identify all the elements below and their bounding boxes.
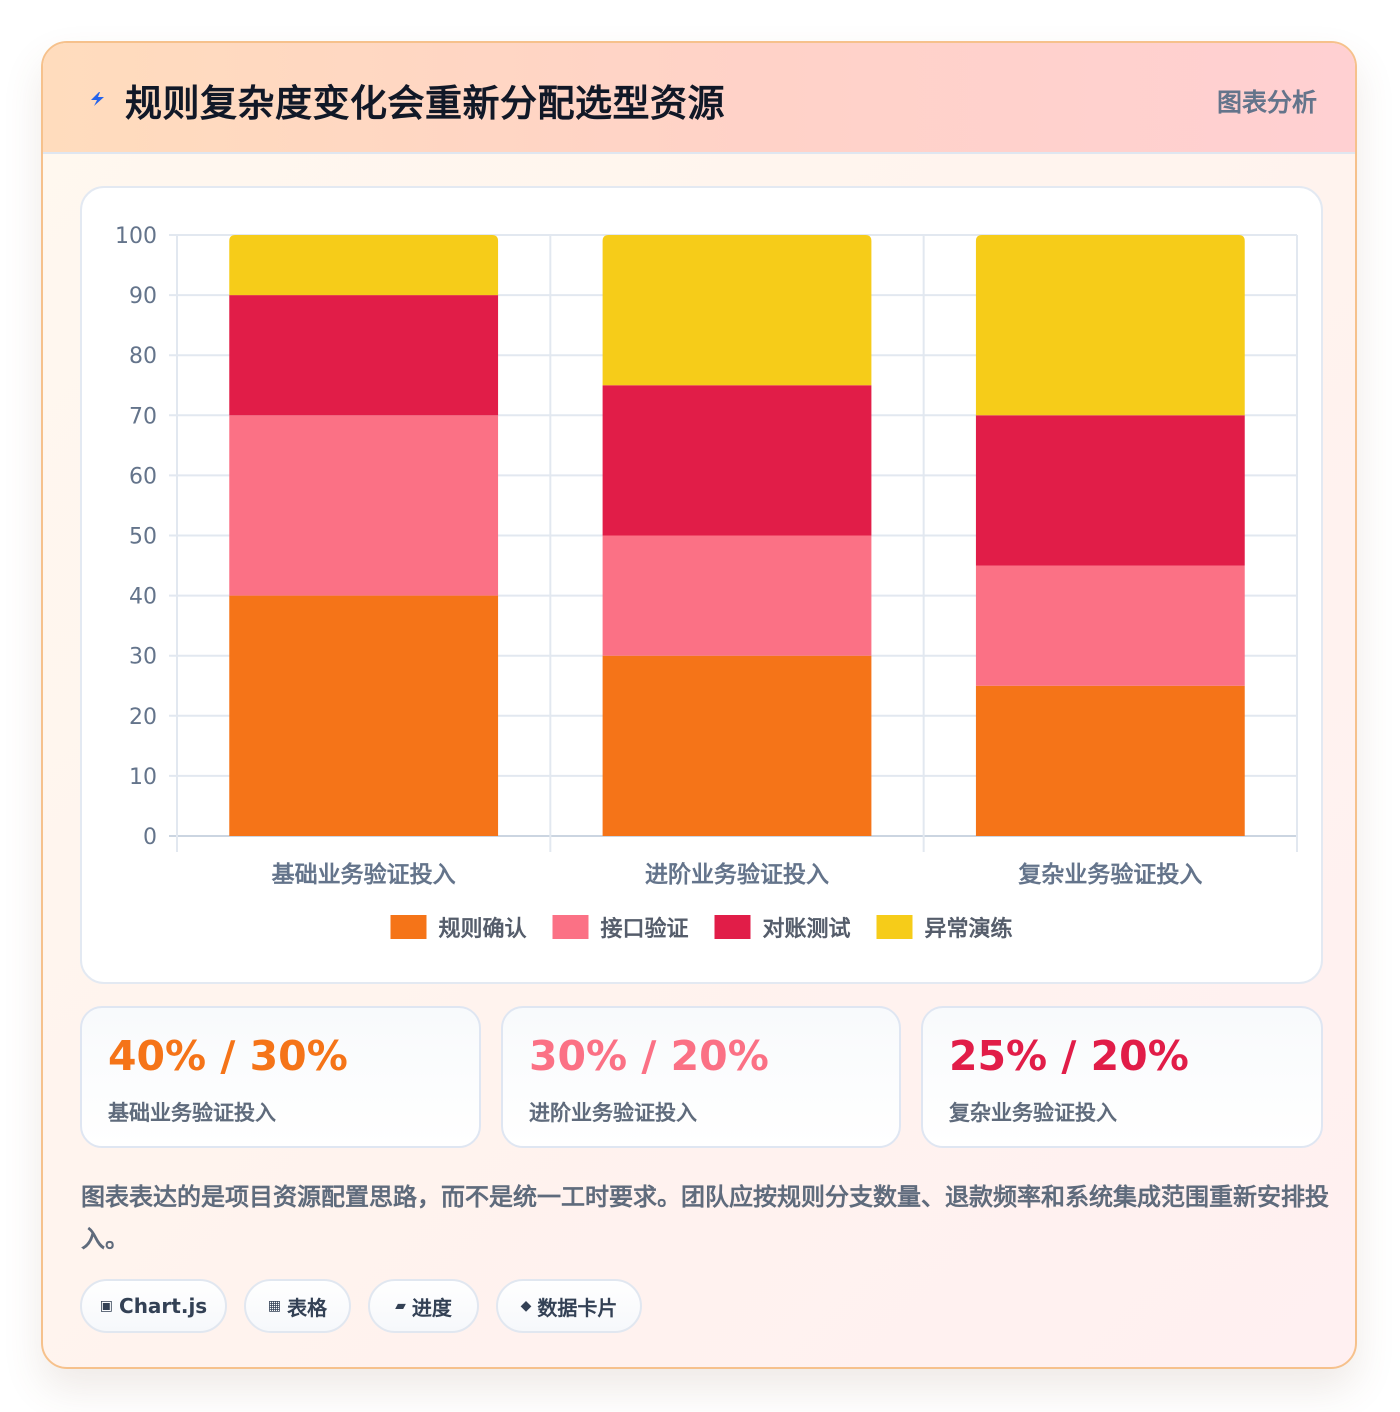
pill-chartjs[interactable]: ▣ Chart.js bbox=[80, 1279, 227, 1333]
stat-card-basic: 40% / 30% 基础业务验证投入 bbox=[80, 1006, 481, 1148]
bar-segment bbox=[229, 415, 499, 596]
pill-label: 数据卡片 bbox=[537, 1295, 618, 1320]
stat-value: 30% / 20% bbox=[529, 1032, 769, 1080]
bar-segment bbox=[975, 415, 1245, 566]
bar-segment bbox=[229, 235, 499, 296]
y-tick-label: 10 bbox=[129, 765, 157, 790]
chart-card: 规则复杂度变化会重新分配选型资源 图表分析 0 10 20 30 40 50 60 70 80 9… bbox=[41, 41, 1357, 1369]
y-tick-label: 30 bbox=[129, 645, 157, 670]
y-tick-label: 80 bbox=[129, 344, 157, 369]
y-tick-label: 90 bbox=[129, 284, 157, 309]
pill-data-card[interactable]: ◆ 数据卡片 bbox=[496, 1279, 642, 1333]
progress-icon: ▰ bbox=[395, 1298, 406, 1314]
pill-label: 进度 bbox=[411, 1295, 452, 1320]
y-tick-label: 60 bbox=[129, 464, 157, 489]
card-header: 规则复杂度变化会重新分配选型资源 图表分析 bbox=[43, 43, 1355, 154]
chart-analysis-tag: 图表分析 bbox=[1216, 88, 1317, 117]
x-tick-label: 基础业务验证投入 bbox=[272, 861, 456, 888]
bar-segment bbox=[602, 535, 872, 656]
legend-label: 对账测试 bbox=[763, 917, 851, 942]
chart-note: 图表表达的是项目资源配置思路，而不是统一工时要求。团队应按规则分支数量、退款频率… bbox=[81, 1183, 1329, 1253]
pill-progress[interactable]: ▰ 进度 bbox=[368, 1279, 479, 1333]
legend-label: 异常演练 bbox=[925, 916, 1013, 942]
x-tick-label: 复杂业务验证投入 bbox=[1017, 861, 1202, 888]
stat-value: 40% / 30% bbox=[108, 1032, 348, 1080]
legend-label: 规则确认 bbox=[439, 916, 527, 942]
bar-segment bbox=[975, 235, 1245, 416]
bar-segment bbox=[229, 295, 499, 416]
stat-label: 复杂业务验证投入 bbox=[949, 1101, 1117, 1125]
y-tick-label: 70 bbox=[129, 404, 157, 429]
bar-segment bbox=[975, 565, 1245, 686]
legend-swatch bbox=[876, 915, 913, 939]
x-tick-label: 进阶业务验证投入 bbox=[645, 861, 829, 888]
y-tick-label: 100 bbox=[115, 224, 157, 249]
stat-label: 进阶业务验证投入 bbox=[529, 1101, 697, 1125]
legend-label: 接口验证 bbox=[601, 916, 689, 942]
bar-segment bbox=[975, 685, 1245, 836]
bar-segment bbox=[229, 595, 499, 836]
y-tick-label: 50 bbox=[129, 525, 157, 550]
legend-swatch bbox=[714, 915, 751, 939]
legend-swatch bbox=[390, 915, 427, 939]
bar-segment bbox=[602, 235, 872, 386]
pill-label: Chart.js bbox=[119, 1294, 208, 1318]
stat-value: 25% / 20% bbox=[949, 1032, 1189, 1080]
pill-label: 表格 bbox=[287, 1295, 328, 1320]
y-tick-label: 20 bbox=[129, 705, 157, 730]
stat-card-complex: 25% / 20% 复杂业务验证投入 bbox=[921, 1006, 1323, 1148]
lightning-bolt-icon bbox=[91, 92, 104, 106]
y-tick-label: 0 bbox=[143, 825, 157, 850]
pill-table[interactable]: ▦ 表格 bbox=[244, 1279, 351, 1333]
stat-label: 基础业务验证投入 bbox=[108, 1101, 276, 1125]
legend-swatch bbox=[552, 915, 589, 939]
bar-segment bbox=[602, 385, 872, 536]
stacked-bar-chart: 0 10 20 30 40 50 60 70 80 90 100 基础业务验证投入 进阶业务验证投入 复杂… bbox=[115, 224, 1298, 942]
diamond-icon: ◆ bbox=[520, 1298, 532, 1314]
bar-segment bbox=[602, 655, 872, 836]
y-tick-label: 40 bbox=[129, 585, 157, 610]
table-icon: ▦ bbox=[267, 1298, 282, 1314]
chart-icon: ▣ bbox=[99, 1298, 114, 1314]
page-title: 规则复杂度变化会重新分配选型资源 bbox=[125, 82, 725, 125]
stat-card-advanced: 30% / 20% 进阶业务验证投入 bbox=[501, 1006, 901, 1148]
chart-panel: 0 10 20 30 40 50 60 70 80 90 100 基础业务验证投入 进阶业务验证投入 复杂… bbox=[80, 186, 1323, 984]
